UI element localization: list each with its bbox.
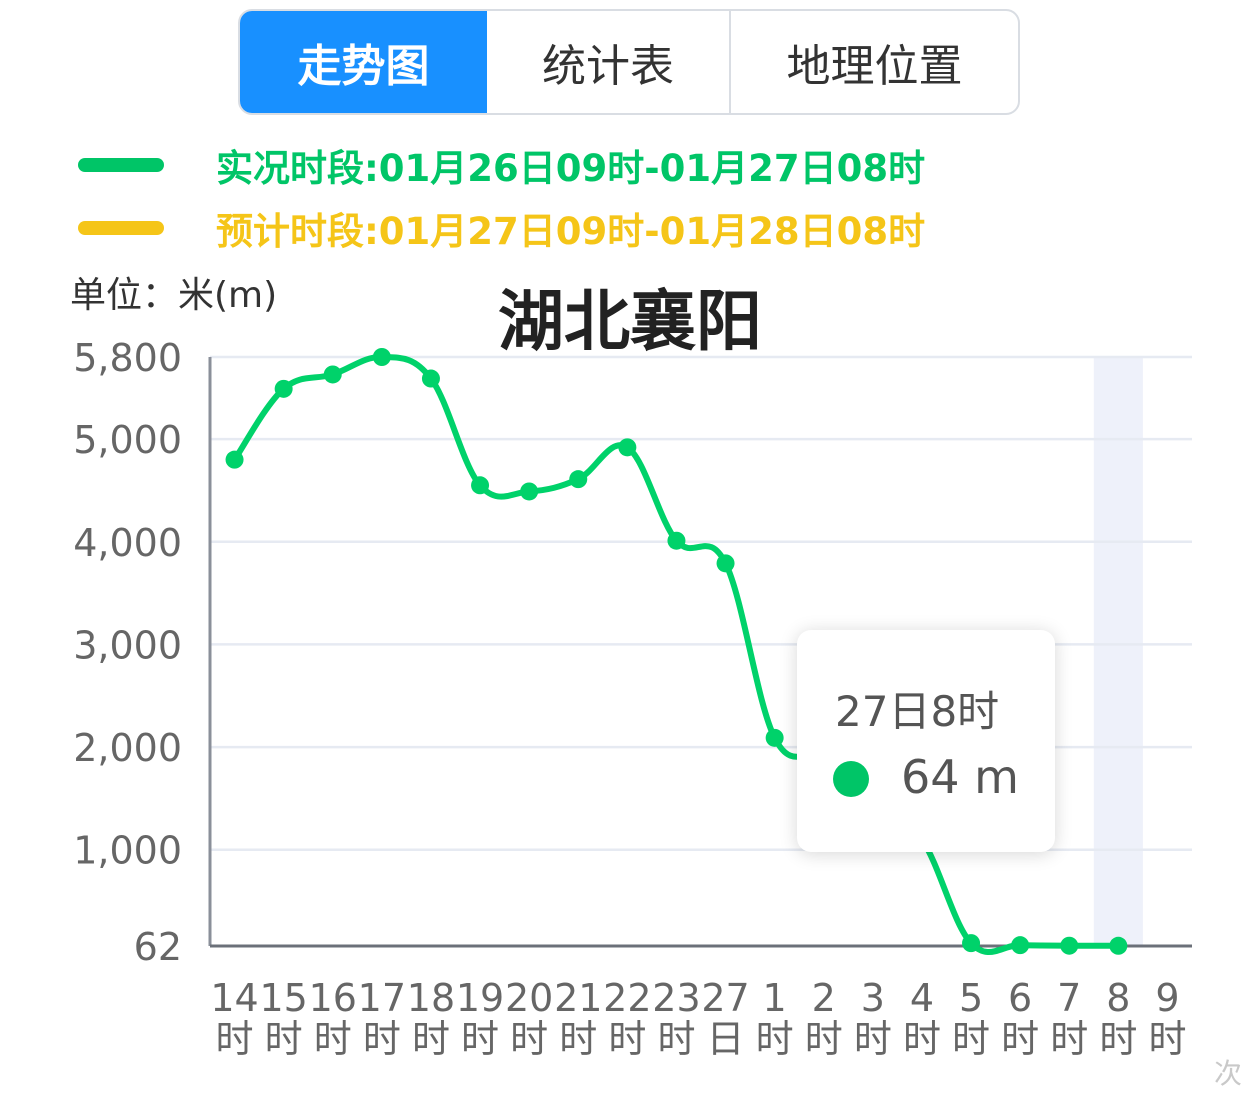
watermark-text: 次 [1214, 1057, 1243, 1090]
x-tick-label: 22 时 [603, 976, 651, 1061]
data-point [421, 369, 440, 388]
data-point [716, 554, 735, 573]
data-point [225, 450, 244, 469]
legend-forecast-swatch [78, 221, 164, 235]
y-tick-label: 3,000 [73, 623, 182, 667]
tab-location[interactable]: 地理位置 [786, 41, 963, 92]
data-point [274, 379, 293, 398]
unit-label: 单位：米(m) [70, 275, 278, 316]
tab-trend[interactable]: 走势图 [240, 11, 487, 113]
legend-observed-label: 实况时段:01月26日09时-01月27日08时 [216, 147, 926, 190]
y-tick-label: 5,000 [73, 418, 182, 462]
tab-statistics[interactable]: 统计表 [487, 11, 731, 113]
data-point [765, 728, 784, 747]
data-point [520, 482, 539, 501]
legend-observed[interactable]: 实况时段:01月26日09时-01月27日08时 [78, 140, 925, 190]
tooltip-value: 64 m [901, 750, 1019, 804]
x-tick-label: 20 时 [505, 976, 553, 1061]
tooltip-title: 27日8时 [835, 687, 1000, 736]
y-tick-label: 1,000 [73, 829, 182, 873]
y-tick-label: 5,800 [73, 336, 182, 380]
x-tick-label: 23 时 [652, 976, 700, 1061]
data-point [1060, 936, 1079, 955]
y-tick-label: 62 [134, 925, 182, 969]
y-tick-label: 4,000 [73, 521, 182, 565]
data-point [323, 365, 342, 384]
x-tick-label: 27 日 [701, 976, 749, 1061]
legend-forecast-label: 预计时段:01月27日09时-01月28日08时 [216, 210, 926, 253]
chart-tooltip: 27日8时 64 m [797, 630, 1055, 852]
x-tick-label: 14 时 [210, 976, 258, 1061]
hover-highlight-band [1093, 357, 1143, 946]
data-point [962, 934, 981, 953]
legend-forecast[interactable]: 预计时段:01月27日09时-01月28日08时 [78, 203, 925, 253]
x-tick-label: 15 时 [259, 976, 307, 1061]
data-point [569, 470, 588, 489]
data-point [618, 438, 637, 457]
tab-bar: 走势图 统计表 地理位置 [238, 9, 1020, 115]
data-point [1109, 936, 1128, 955]
tooltip-series-dot [833, 761, 869, 797]
chart-title: 湖北襄阳 [498, 283, 762, 360]
data-point [471, 476, 490, 495]
legend-observed-swatch [78, 158, 164, 172]
data-point [667, 531, 686, 550]
y-tick-label: 2,000 [73, 726, 182, 770]
x-tick-label: 17 时 [358, 976, 406, 1061]
data-point [1011, 936, 1030, 955]
x-tick-label: 18 时 [407, 976, 455, 1061]
x-tick-label: 19 时 [456, 976, 504, 1061]
x-tick-label: 16 时 [309, 976, 357, 1061]
data-point [372, 348, 391, 366]
x-tick-label: 21 时 [554, 976, 602, 1061]
